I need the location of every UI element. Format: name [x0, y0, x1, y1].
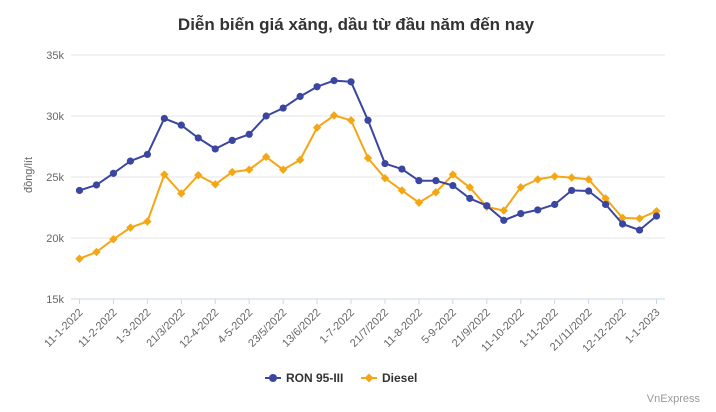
source-credit[interactable]: VnExpress — [647, 393, 701, 405]
data-point-ron95[interactable] — [262, 112, 270, 120]
y-tick-label: 25k — [46, 172, 64, 184]
data-point-ron95[interactable] — [585, 187, 593, 195]
data-point-diesel[interactable] — [465, 183, 475, 192]
data-point-diesel[interactable] — [346, 116, 356, 125]
data-point-ron95[interactable] — [160, 114, 168, 123]
data-point-ron95[interactable] — [398, 165, 406, 173]
data-point-ron95[interactable] — [228, 136, 236, 144]
data-point-diesel[interactable] — [194, 170, 203, 180]
x-axis-ticks: 11-1-202211-2-20221-3-202221/3/202212-4-… — [42, 299, 663, 355]
series-diesel — [75, 111, 661, 263]
data-point-ron95[interactable] — [534, 206, 542, 214]
chart-title: Diễn biến giá xăng, dầu từ đầu năm đến n… — [178, 15, 535, 34]
series-group — [75, 77, 661, 263]
data-point-diesel[interactable] — [109, 235, 118, 244]
data-point-ron95[interactable] — [415, 177, 423, 185]
data-point-diesel[interactable] — [245, 165, 254, 174]
data-point-ron95[interactable] — [296, 92, 304, 101]
data-point-ron95[interactable] — [568, 186, 576, 195]
data-point-diesel[interactable] — [177, 189, 186, 198]
legend: RON 95-III Diesel — [265, 371, 417, 385]
data-point-diesel[interactable] — [516, 183, 525, 192]
data-point-diesel[interactable] — [584, 175, 593, 184]
data-point-diesel[interactable] — [448, 170, 458, 179]
data-point-diesel[interactable] — [567, 173, 576, 182]
data-point-ron95[interactable] — [92, 181, 101, 189]
data-point-ron95[interactable] — [618, 220, 627, 228]
data-point-ron95[interactable] — [364, 116, 372, 124]
data-point-diesel[interactable] — [160, 170, 169, 179]
data-point-ron95[interactable] — [194, 134, 202, 142]
data-point-ron95[interactable] — [313, 83, 321, 91]
data-point-ron95[interactable] — [279, 104, 287, 112]
data-point-diesel[interactable] — [550, 172, 559, 181]
y-axis-label: đồng/lít — [23, 157, 35, 193]
data-point-ron95[interactable] — [551, 200, 559, 209]
data-point-ron95[interactable] — [347, 78, 355, 86]
legend-item-ron95[interactable]: RON 95-III — [265, 371, 343, 385]
data-point-diesel[interactable] — [601, 194, 610, 203]
data-point-ron95[interactable] — [109, 169, 118, 177]
grid-lines — [71, 54, 665, 239]
data-point-ron95[interactable] — [432, 177, 440, 185]
data-point-diesel[interactable] — [499, 206, 508, 215]
data-point-ron95[interactable] — [602, 200, 610, 209]
data-point-diesel[interactable] — [312, 123, 322, 132]
data-point-ron95[interactable] — [449, 181, 457, 190]
data-point-ron95[interactable] — [177, 121, 185, 129]
data-point-diesel[interactable] — [363, 153, 373, 163]
legend-diesel-marker — [364, 373, 374, 383]
data-point-diesel[interactable] — [414, 198, 424, 207]
data-point-diesel[interactable] — [228, 167, 237, 177]
y-tick-label: 15k — [46, 294, 64, 306]
data-point-diesel[interactable] — [261, 152, 271, 162]
data-point-diesel[interactable] — [211, 180, 220, 189]
data-point-ron95[interactable] — [126, 157, 134, 165]
data-point-ron95[interactable] — [635, 226, 644, 234]
data-point-diesel[interactable] — [75, 254, 84, 263]
data-point-diesel[interactable] — [143, 217, 152, 226]
data-point-ron95[interactable] — [652, 212, 661, 220]
data-point-ron95[interactable] — [500, 216, 508, 224]
data-point-ron95[interactable] — [483, 202, 491, 210]
y-tick-label: 20k — [46, 233, 64, 245]
y-axis-ticks: 15k 20k 25k 30k 35k — [46, 50, 64, 306]
data-point-diesel[interactable] — [431, 188, 441, 197]
data-point-ron95[interactable] — [211, 145, 219, 153]
y-tick-label: 30k — [46, 111, 64, 123]
legend-ron95-label: RON 95-III — [286, 371, 343, 385]
data-point-ron95[interactable] — [517, 210, 525, 218]
data-point-diesel[interactable] — [278, 165, 288, 174]
y-tick-label: 35k — [46, 50, 64, 62]
data-point-diesel[interactable] — [126, 223, 135, 232]
data-point-diesel[interactable] — [635, 214, 644, 223]
data-point-ron95[interactable] — [75, 186, 84, 195]
data-point-diesel[interactable] — [380, 174, 390, 183]
series-line-diesel — [79, 114, 657, 260]
data-point-ron95[interactable] — [381, 159, 389, 168]
legend-item-diesel[interactable]: Diesel — [361, 371, 417, 385]
legend-ron95-marker — [269, 374, 277, 382]
data-point-diesel[interactable] — [397, 186, 407, 195]
data-point-diesel[interactable] — [533, 175, 542, 184]
data-point-diesel[interactable] — [295, 155, 305, 165]
series-ron95 — [75, 77, 661, 234]
data-point-diesel[interactable] — [329, 111, 339, 120]
data-point-ron95[interactable] — [330, 77, 338, 85]
data-point-ron95[interactable] — [245, 130, 253, 138]
x-tick-label: 1-1-2023 — [623, 307, 663, 347]
data-point-ron95[interactable] — [466, 194, 474, 202]
legend-diesel-label: Diesel — [382, 371, 417, 385]
data-point-ron95[interactable] — [143, 150, 151, 159]
data-point-diesel[interactable] — [618, 213, 627, 223]
data-point-diesel[interactable] — [92, 247, 101, 257]
